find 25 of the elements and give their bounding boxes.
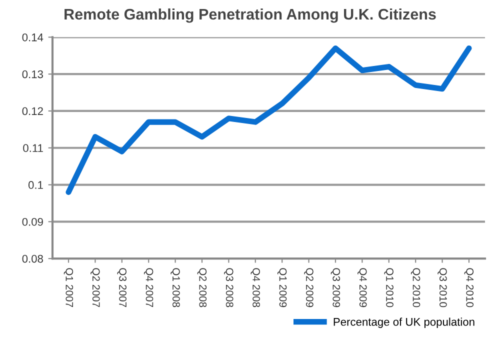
x-tick-label: Q2 2010 [410,268,420,308]
chart-title: Remote Gambling Penetration Among U.K. Citizens [64,8,436,23]
x-tick-label: Q3 2007 [117,268,126,308]
x-tick-label: Q4 2007 [144,268,154,308]
y-tick-label: 0.14 [22,33,44,42]
y-tick-label: 0.08 [22,254,43,263]
x-tick-label: Q1 2008 [170,268,180,308]
y-tick-label: 0.12 [22,107,43,116]
x-tick-label: Q3 2008 [224,268,234,308]
y-tick-label: 0.09 [22,218,43,226]
x-tick-label: Q3 2009 [330,268,340,308]
x-tick-label: Q2 2007 [90,268,100,308]
x-tick-label: Q2 2008 [197,268,207,308]
x-tick-label: Q1 2009 [277,268,287,308]
x-tick-label: Q4 2010 [464,268,474,308]
legend-label: Percentage of UK population [334,318,474,328]
y-tick-label: 0.1 [28,181,43,189]
x-tick-label: Q1 2007 [64,268,74,308]
y-tick-label: 0.13 [22,70,43,78]
y-tick-label: 0.11 [23,144,43,152]
x-tick-label: Q2 2009 [304,268,314,308]
x-tick-label: Q4 2009 [358,268,367,308]
x-tick-label: Q4 2008 [250,268,260,308]
x-tick-label: Q1 2010 [384,268,394,308]
x-tick-label: Q3 2010 [438,268,447,308]
